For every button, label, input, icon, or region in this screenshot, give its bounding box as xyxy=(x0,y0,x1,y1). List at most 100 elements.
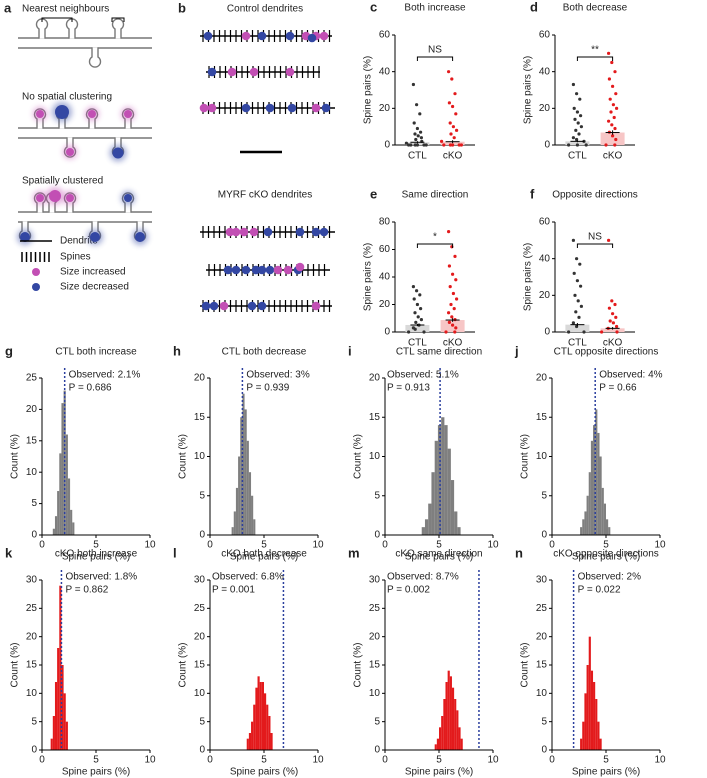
data-point xyxy=(573,117,577,121)
histogram-bar xyxy=(608,527,611,535)
observed-label: Observed: 4% xyxy=(599,370,662,381)
data-point xyxy=(573,293,577,297)
histogram-bar xyxy=(588,636,591,750)
histogram-bar xyxy=(441,417,445,535)
x-tick-label: 0 xyxy=(207,755,213,766)
histogram-bar xyxy=(590,670,594,750)
data-point xyxy=(411,285,415,289)
spine-dot xyxy=(319,31,329,41)
spine-dot xyxy=(227,67,237,77)
chart-title: cKO opposite directions xyxy=(553,549,659,560)
y-tick-label: 20 xyxy=(194,373,206,384)
significance-bracket xyxy=(416,243,454,248)
histogram-bar xyxy=(599,738,602,750)
spine-dot xyxy=(223,265,233,275)
spine-dot xyxy=(311,227,321,237)
data-point xyxy=(411,82,415,87)
spine-dot xyxy=(287,103,297,113)
histogram-bar xyxy=(261,682,264,750)
spine-dot xyxy=(231,227,241,237)
size-dot xyxy=(20,232,30,242)
significance-label: NS xyxy=(588,232,602,243)
histogram-bar xyxy=(457,527,461,535)
data-point xyxy=(413,311,417,315)
data-point xyxy=(572,106,576,110)
data-point xyxy=(442,143,446,147)
spine-dot xyxy=(283,265,293,275)
y-tick-label: 5 xyxy=(541,716,547,727)
y-axis-label: Count (%) xyxy=(178,434,189,479)
x-tick-label: 0 xyxy=(382,755,388,766)
panel-letter: c xyxy=(370,0,377,14)
legend-label: Size increased xyxy=(60,267,126,278)
x-axis-label: Spine pairs (%) xyxy=(405,767,473,778)
legend-increased xyxy=(32,268,40,276)
y-tick-label: 0 xyxy=(384,140,390,151)
histogram-bar xyxy=(460,738,463,750)
y-tick-label: 20 xyxy=(379,103,391,114)
chart-title: CTL opposite directions xyxy=(554,347,659,358)
y-tick-label: 10 xyxy=(369,688,381,699)
y-axis-label: Count (%) xyxy=(178,642,189,687)
data-point xyxy=(407,330,411,334)
data-point xyxy=(455,128,459,132)
data-point xyxy=(448,143,452,147)
y-tick-label: 30 xyxy=(369,575,381,586)
histogram-bar xyxy=(436,738,439,750)
x-tick-label: 5 xyxy=(436,540,442,551)
legend-label: Spines xyxy=(60,252,91,263)
histogram-bar xyxy=(444,425,448,535)
y-tick-label: 25 xyxy=(369,603,381,614)
legend-decreased xyxy=(32,283,40,291)
mean-bar xyxy=(565,141,590,145)
histogram-bar xyxy=(434,440,438,535)
y-tick-label: 20 xyxy=(539,290,551,301)
histogram-bar xyxy=(65,434,68,535)
data-point xyxy=(450,315,454,319)
y-tick-label: 15 xyxy=(26,435,38,446)
x-tick-label: cKO xyxy=(443,151,463,162)
data-point xyxy=(614,92,618,96)
y-tick-label: 20 xyxy=(194,631,206,642)
y-axis-label: Spine pairs (%) xyxy=(523,243,534,311)
size-dot xyxy=(112,147,124,159)
y-tick-label: 15 xyxy=(536,660,548,671)
data-point xyxy=(415,143,419,147)
diagram-label: No spatial clustering xyxy=(22,92,112,103)
panel-letter: k xyxy=(5,545,13,560)
data-point xyxy=(409,143,413,147)
panel-letter: e xyxy=(370,186,377,201)
data-point xyxy=(453,330,457,334)
histogram-bar xyxy=(72,522,75,535)
spine-dot xyxy=(285,67,295,77)
y-axis-label: Count (%) xyxy=(520,642,531,687)
x-tick-label: 10 xyxy=(487,755,499,766)
panel-letter: f xyxy=(530,186,535,201)
y-tick-label: 25 xyxy=(194,603,206,614)
histogram-bar xyxy=(428,503,432,535)
y-tick-label: 5 xyxy=(31,716,37,727)
data-point xyxy=(447,101,451,105)
spine-dot xyxy=(295,227,305,237)
data-point xyxy=(579,114,583,118)
data-point xyxy=(608,319,612,323)
y-tick-label: 0 xyxy=(374,530,380,541)
spine-dot xyxy=(251,265,261,275)
chart-title: CTL both increase xyxy=(55,347,137,358)
y-tick-label: 15 xyxy=(194,412,206,423)
data-point xyxy=(418,293,422,297)
histogram-bar xyxy=(59,585,62,750)
y-tick-label: 15 xyxy=(194,660,206,671)
bracket xyxy=(111,17,125,22)
data-point xyxy=(584,143,588,147)
spine-dot xyxy=(209,301,219,311)
histogram-bar xyxy=(458,727,461,750)
histogram-bar xyxy=(238,456,241,535)
data-point xyxy=(453,92,457,96)
histogram-bar xyxy=(259,682,262,750)
significance-bracket xyxy=(576,56,614,61)
data-point xyxy=(611,103,616,107)
y-tick-label: 20 xyxy=(26,404,38,415)
data-point xyxy=(419,318,423,322)
data-point xyxy=(611,84,615,88)
